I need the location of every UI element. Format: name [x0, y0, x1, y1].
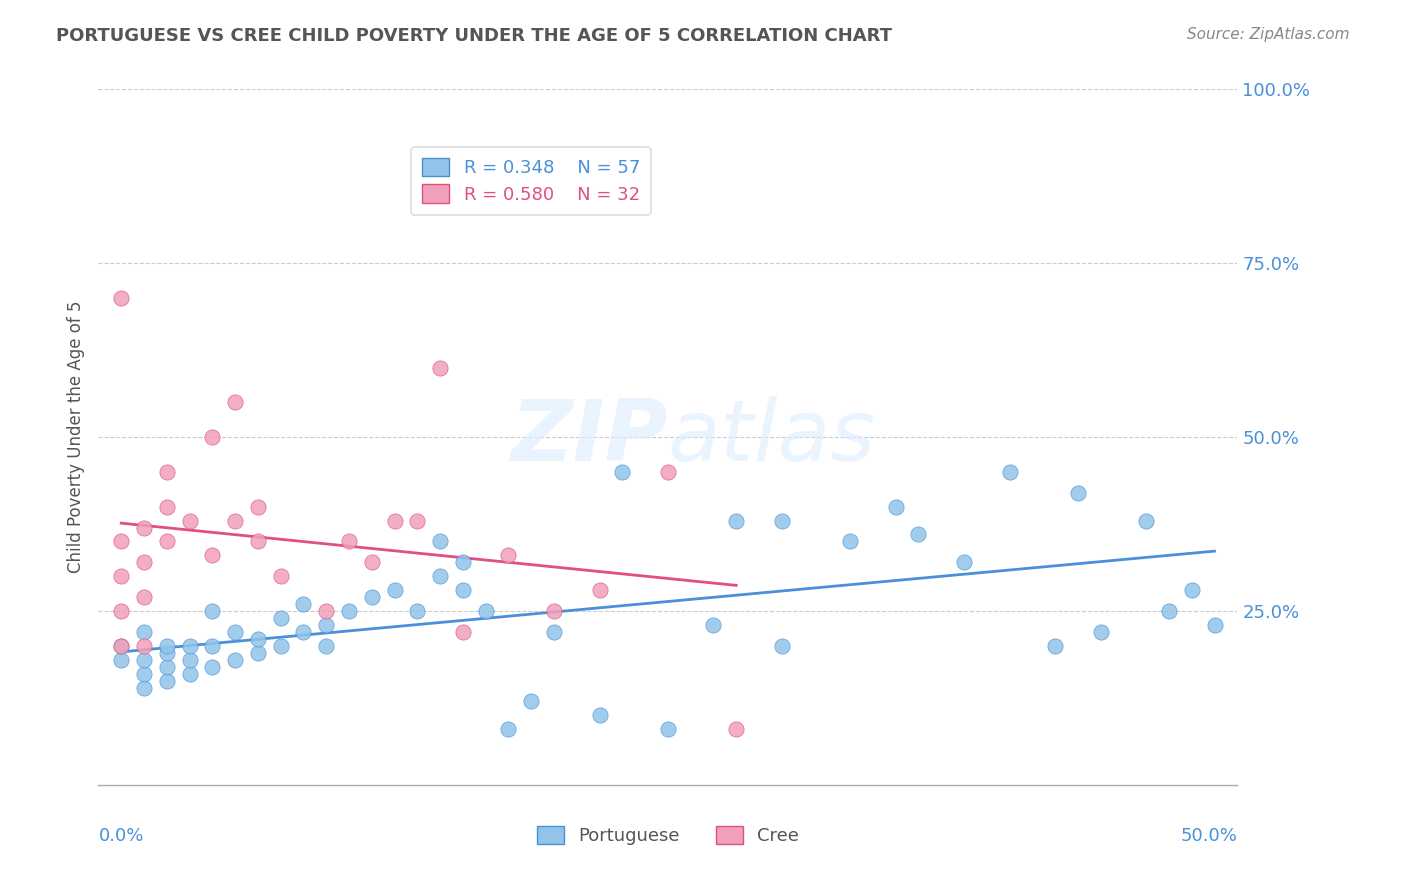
Point: [360, 555, 382, 569]
Point: [246, 646, 269, 660]
Point: [110, 569, 132, 583]
Point: [907, 527, 929, 541]
Point: [429, 569, 451, 583]
Point: [337, 604, 360, 618]
Point: [110, 639, 132, 653]
Point: [588, 708, 610, 723]
Point: [110, 639, 132, 653]
Point: [224, 514, 246, 528]
Point: [520, 694, 543, 708]
Point: [474, 604, 496, 618]
Point: [179, 639, 201, 653]
Point: [270, 611, 292, 625]
Point: [156, 673, 179, 688]
Y-axis label: Child Poverty Under the Age of 5: Child Poverty Under the Age of 5: [66, 301, 84, 574]
Point: [110, 604, 132, 618]
Point: [588, 583, 610, 598]
Point: [156, 639, 179, 653]
Point: [360, 590, 382, 604]
Point: [315, 604, 337, 618]
Point: [384, 583, 406, 598]
Text: Source: ZipAtlas.com: Source: ZipAtlas.com: [1187, 27, 1350, 42]
Point: [315, 639, 337, 653]
Point: [953, 555, 976, 569]
Point: [725, 514, 748, 528]
Text: PORTUGUESE VS CREE CHILD POVERTY UNDER THE AGE OF 5 CORRELATION CHART: PORTUGUESE VS CREE CHILD POVERTY UNDER T…: [56, 27, 893, 45]
Point: [110, 291, 132, 305]
Point: [337, 534, 360, 549]
Point: [156, 500, 179, 514]
Point: [884, 500, 907, 514]
Point: [156, 659, 179, 673]
Point: [429, 360, 451, 375]
Point: [384, 514, 406, 528]
Point: [179, 666, 201, 681]
Point: [406, 514, 429, 528]
Point: [224, 395, 246, 409]
Point: [156, 465, 179, 479]
Point: [292, 624, 315, 639]
Point: [132, 555, 155, 569]
Point: [292, 597, 315, 611]
Point: [246, 632, 269, 646]
Point: [201, 430, 224, 444]
Point: [543, 604, 565, 618]
Point: [1204, 618, 1226, 632]
Point: [543, 624, 565, 639]
Point: [998, 465, 1021, 479]
Point: [132, 639, 155, 653]
Point: [1090, 624, 1112, 639]
Text: atlas: atlas: [668, 395, 876, 479]
Point: [156, 646, 179, 660]
Point: [498, 723, 520, 737]
Point: [132, 653, 155, 667]
Point: [725, 723, 748, 737]
Point: [132, 666, 155, 681]
Point: [498, 549, 520, 563]
Point: [246, 534, 269, 549]
Point: [246, 500, 269, 514]
Point: [770, 639, 793, 653]
Text: ZIP: ZIP: [510, 395, 668, 479]
Point: [156, 534, 179, 549]
Point: [179, 514, 201, 528]
Point: [406, 604, 429, 618]
Point: [770, 514, 793, 528]
Point: [1135, 514, 1157, 528]
Point: [132, 681, 155, 695]
Point: [315, 618, 337, 632]
Point: [179, 653, 201, 667]
Point: [224, 624, 246, 639]
Point: [1043, 639, 1066, 653]
Point: [201, 549, 224, 563]
Point: [132, 520, 155, 534]
Point: [201, 604, 224, 618]
Text: 0.0%: 0.0%: [98, 827, 143, 845]
Point: [451, 624, 474, 639]
Point: [132, 624, 155, 639]
Legend: Portuguese, Cree: Portuguese, Cree: [529, 819, 807, 853]
Point: [702, 618, 724, 632]
Point: [451, 555, 474, 569]
Point: [270, 569, 292, 583]
Point: [429, 534, 451, 549]
Point: [612, 465, 634, 479]
Point: [657, 723, 679, 737]
Point: [201, 639, 224, 653]
Point: [839, 534, 862, 549]
Point: [451, 583, 474, 598]
Text: 50.0%: 50.0%: [1181, 827, 1237, 845]
Point: [1157, 604, 1180, 618]
Point: [132, 590, 155, 604]
Point: [110, 653, 132, 667]
Point: [1067, 485, 1090, 500]
Point: [270, 639, 292, 653]
Point: [201, 659, 224, 673]
Point: [224, 653, 246, 667]
Point: [657, 465, 679, 479]
Point: [1181, 583, 1204, 598]
Point: [110, 534, 132, 549]
